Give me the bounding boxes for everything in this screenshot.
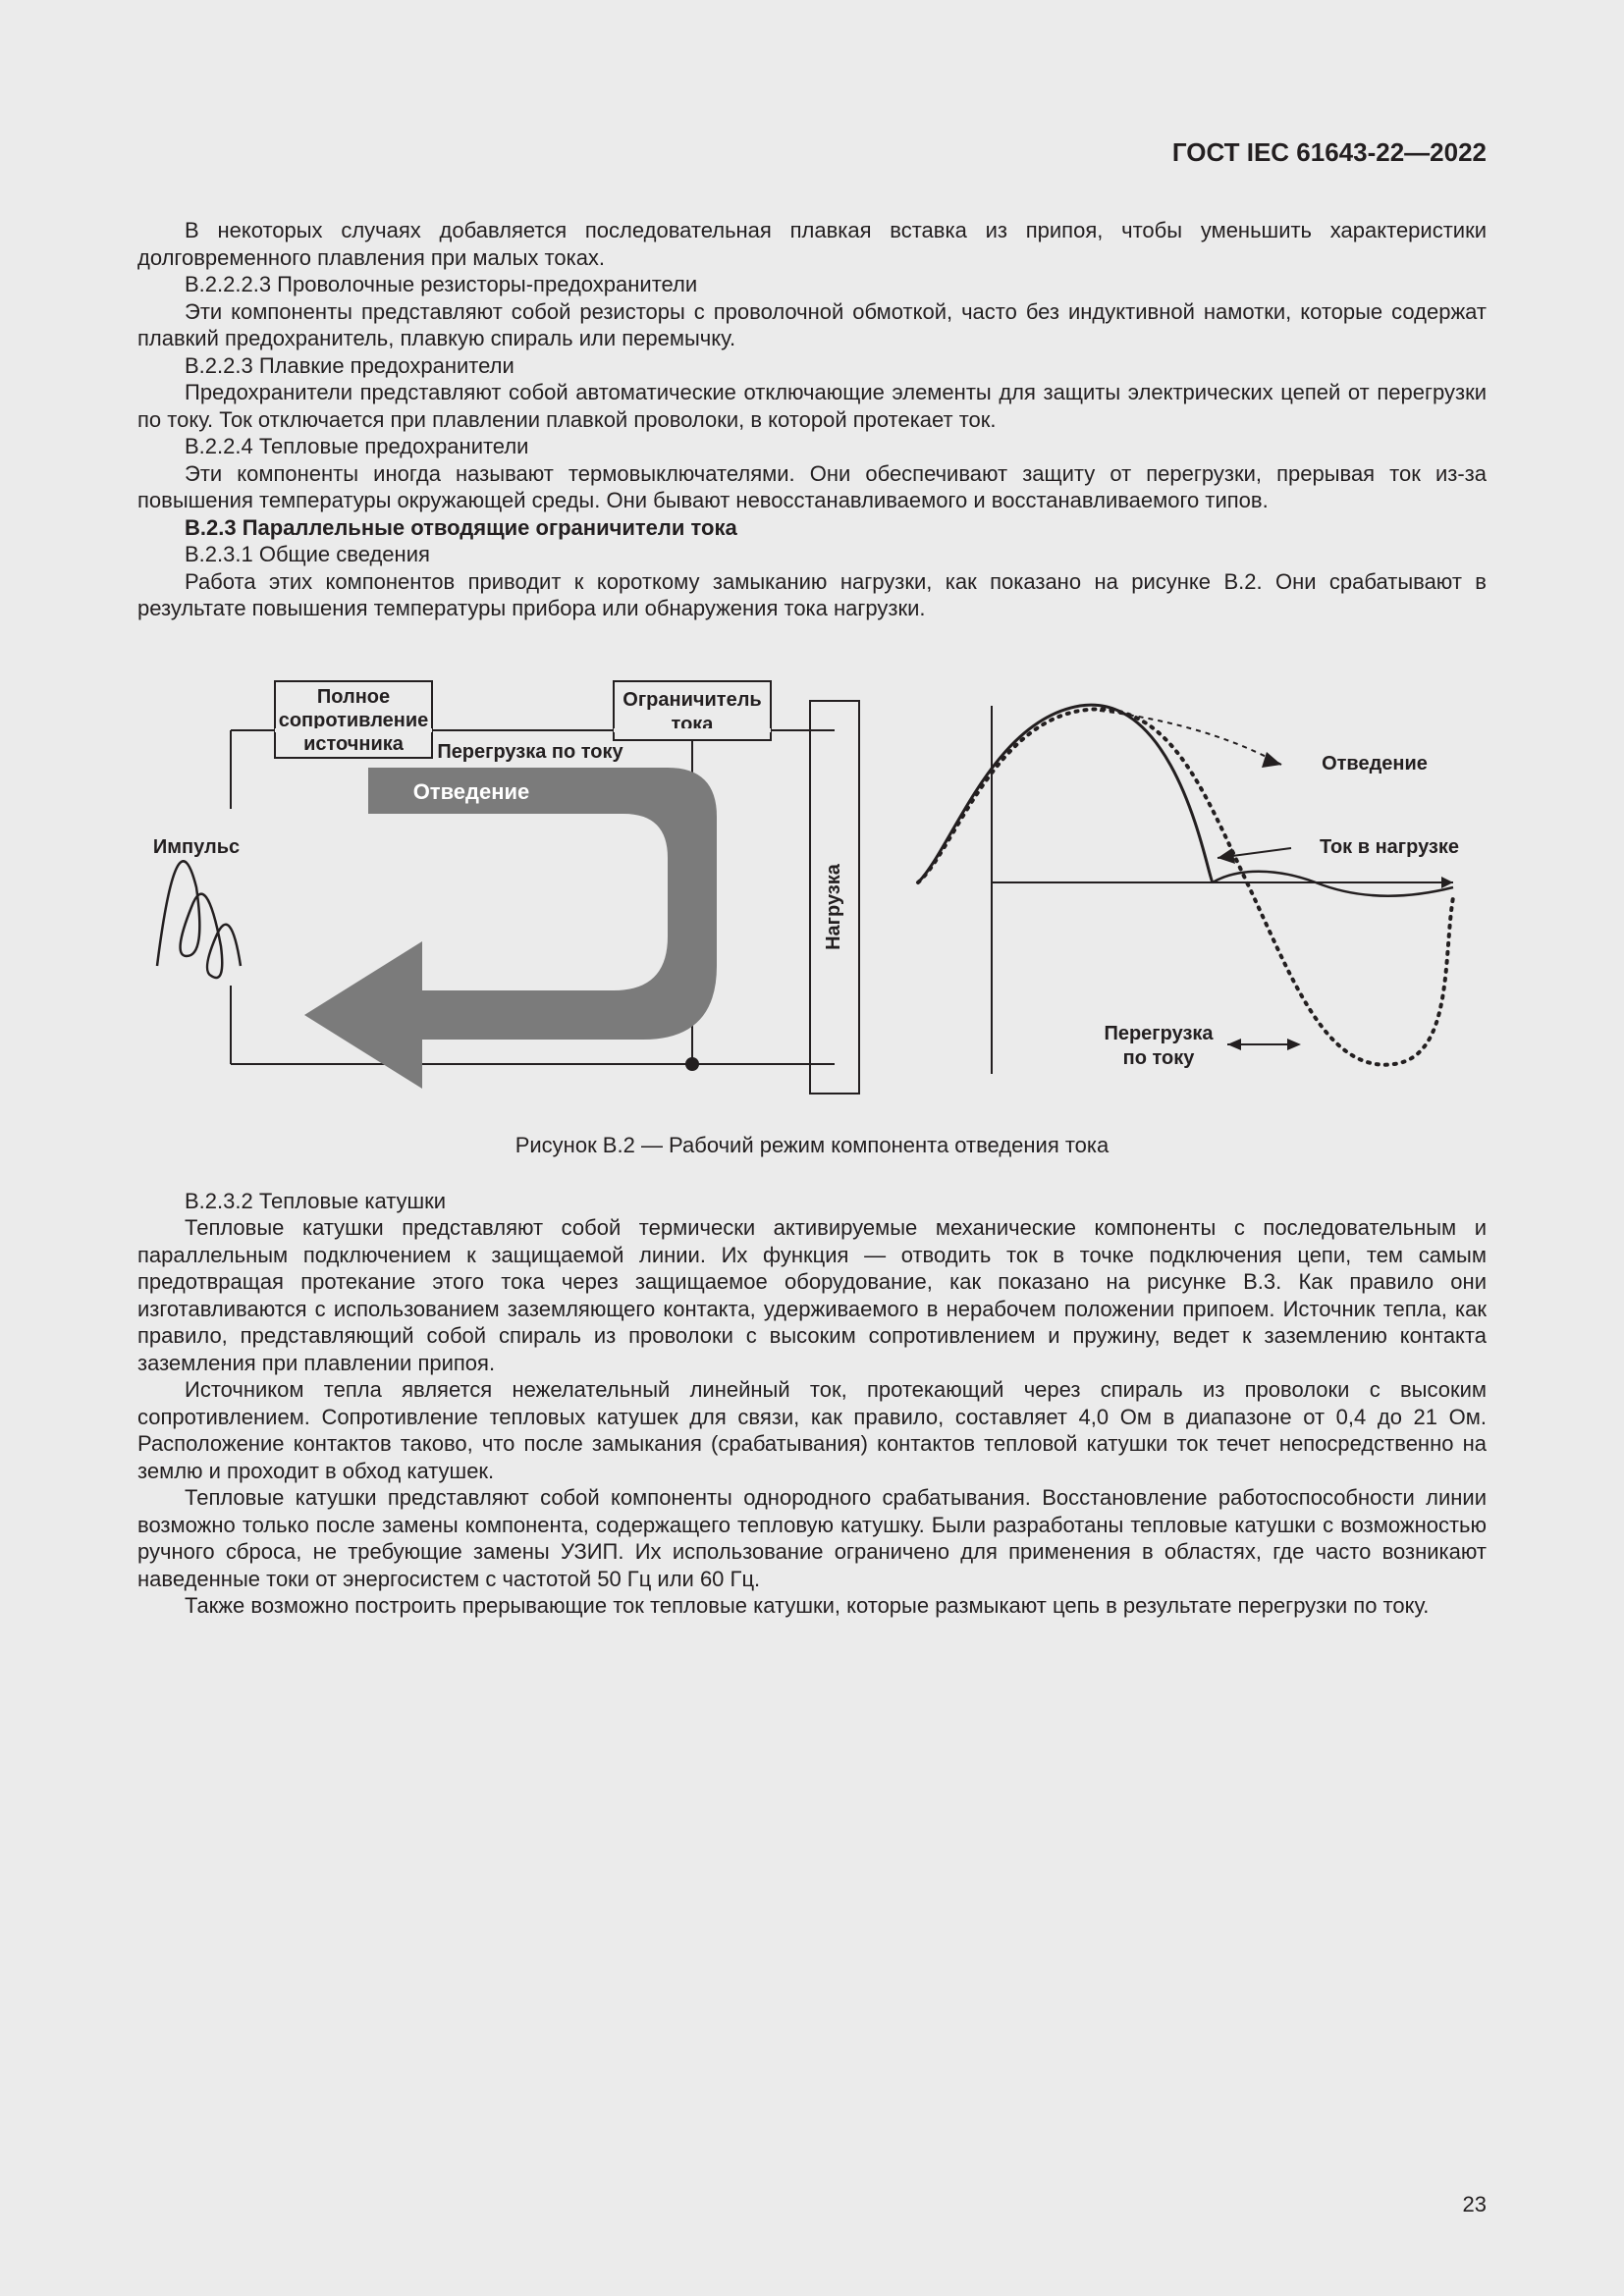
figure-b2: Полное сопротивление источника Ограничит… (137, 652, 1487, 1113)
page-number: 23 (1463, 2192, 1487, 2217)
paragraph: Работа этих компонентов приводит к корот… (137, 568, 1487, 622)
paragraph: Тепловые катушки представляют собой терм… (137, 1214, 1487, 1376)
heading-b2223: В.2.2.2.3 Проволочные резисторы-предохра… (137, 271, 1487, 298)
label-source-impedance-1: Полное (317, 686, 390, 708)
paragraph: Эти компоненты представляют собой резист… (137, 298, 1487, 352)
divert-arrow-icon (304, 768, 717, 1089)
label-overcurrent2-1: Перегрузка (1104, 1023, 1214, 1044)
label-overcurrent: Перегрузка по току (437, 741, 623, 763)
paragraph: Эти компоненты иногда называют термовыкл… (137, 460, 1487, 514)
label-impulse: Импульс (153, 836, 240, 858)
label-divert: Отведение (413, 779, 530, 804)
heading-b223: В.2.2.3 Плавкие предохранители (137, 352, 1487, 380)
document-header: ГОСТ IEC 61643-22—2022 (137, 137, 1487, 168)
label-load-current: Ток в нагрузке (1320, 836, 1459, 858)
paragraph: Также возможно построить прерывающие ток… (137, 1592, 1487, 1620)
heading-b232: В.2.3.2 Тепловые катушки (137, 1188, 1487, 1215)
label-limiter-1: Ограничитель (623, 689, 761, 711)
figure-caption: Рисунок В.2 — Рабочий режим компонента о… (137, 1133, 1487, 1158)
paragraph: В некоторых случаях добавляется последов… (137, 217, 1487, 271)
paragraph: Тепловые катушки представляют собой комп… (137, 1484, 1487, 1592)
label-divert2: Отведение (1322, 753, 1428, 774)
paragraph: Предохранители представляют собой автома… (137, 379, 1487, 433)
paragraph: Источником тепла является нежелательный … (137, 1376, 1487, 1484)
label-source-impedance-3: источника (303, 733, 405, 755)
body-text: В некоторых случаях добавляется последов… (137, 217, 1487, 622)
heading-b231: В.2.3.1 Общие сведения (137, 541, 1487, 568)
body-text-2: В.2.3.2 Тепловые катушки Тепловые катушк… (137, 1188, 1487, 1620)
label-overcurrent2-2: по току (1123, 1047, 1196, 1069)
label-source-impedance-2: сопротивление (279, 710, 429, 731)
label-load: Нагрузка (823, 863, 844, 950)
heading-b23: В.2.3 Параллельные отводящие ограничител… (137, 514, 1487, 542)
heading-b224: В.2.2.4 Тепловые предохранители (137, 433, 1487, 460)
page: ГОСТ IEC 61643-22—2022 В некоторых случа… (0, 0, 1624, 2296)
figure-svg: Полное сопротивление источника Ограничит… (137, 652, 1487, 1113)
